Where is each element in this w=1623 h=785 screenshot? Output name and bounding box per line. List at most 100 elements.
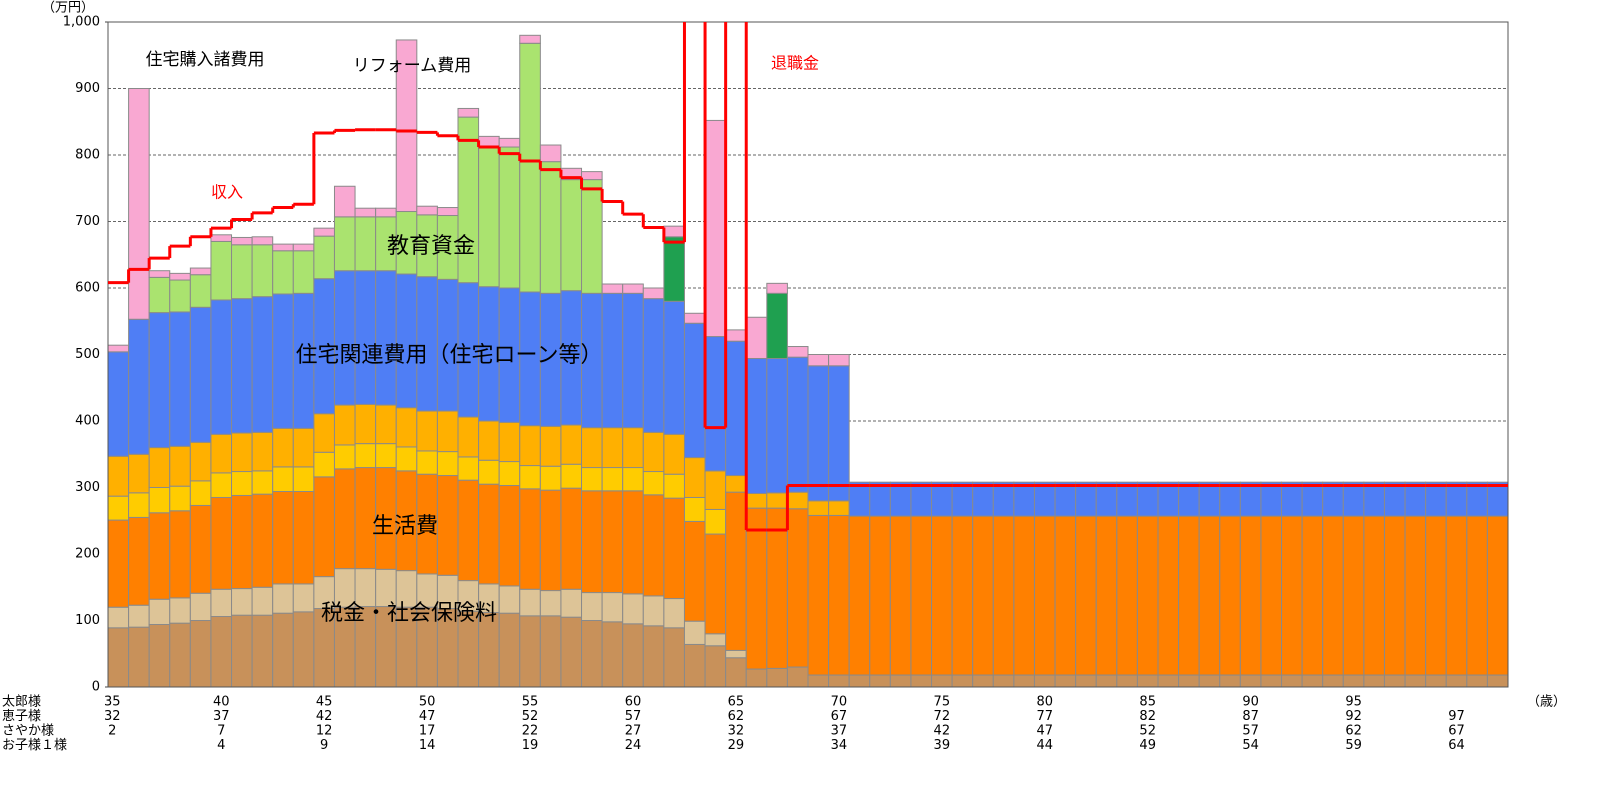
bar-segment <box>148 487 171 514</box>
bar-segment <box>601 427 624 469</box>
bar-segment <box>1198 481 1221 517</box>
bar-segment <box>725 329 747 342</box>
x-tick-label: 80 <box>1036 695 1053 710</box>
bar-segment <box>1054 515 1077 676</box>
x-tick-label: 55 <box>522 695 539 710</box>
bar-segment <box>498 612 521 688</box>
bar-segment <box>581 467 603 492</box>
x-tick-label: 42 <box>316 709 333 724</box>
y-tick-label: 600 <box>75 281 100 296</box>
annotation: リフォーム費用 <box>353 56 472 76</box>
bar-segment <box>354 403 377 445</box>
bar-segment <box>128 516 150 606</box>
x-tick-label: 2 <box>108 724 116 739</box>
y-tick-label: 500 <box>75 347 100 362</box>
bar-segment <box>148 512 171 600</box>
bar-segment <box>1486 674 1509 688</box>
bar-segment <box>869 481 891 517</box>
bar-segment <box>1363 515 1385 676</box>
bar-segment <box>889 515 912 676</box>
x-unit: （歳） <box>1527 695 1566 710</box>
bar-segment <box>416 205 438 216</box>
bar-segment <box>189 592 212 621</box>
bar-segment <box>704 645 727 688</box>
bar-segment <box>910 674 933 688</box>
bar-segment <box>1219 674 1241 688</box>
x-row-name: 太郎様 <box>2 695 41 710</box>
bar-segment <box>1342 481 1365 517</box>
bar-segment <box>354 443 377 469</box>
bar-segment <box>519 588 541 617</box>
bar-segment <box>992 481 1015 517</box>
bar-segment <box>992 515 1015 676</box>
x-tick-label: 85 <box>1139 695 1156 710</box>
bar-segment <box>498 146 521 289</box>
bar-segment <box>642 494 665 597</box>
x-row-name: 恵子様 <box>2 709 41 724</box>
bar-segment <box>972 515 994 676</box>
bar-segment <box>1033 481 1056 517</box>
annotation: 教育資金 <box>387 234 475 259</box>
bar-segment <box>128 88 150 320</box>
bar-segment <box>1486 515 1509 676</box>
bar-segment <box>189 267 212 276</box>
bar-segment <box>663 497 685 600</box>
annotation: 生活費 <box>372 514 438 539</box>
bar-segment <box>189 306 212 443</box>
bar-segment <box>210 496 233 590</box>
bar-segment <box>107 455 130 497</box>
bar-segment <box>931 481 953 517</box>
bar-segment <box>169 597 191 624</box>
bar-segment <box>292 427 315 468</box>
bar-segment <box>498 421 521 463</box>
bar-segment <box>395 39 418 213</box>
y-unit: （万円） <box>42 1 94 16</box>
bar-segment <box>683 496 706 522</box>
income-line <box>108 22 1508 532</box>
bar-segment <box>128 453 150 494</box>
x-tick-label: 37 <box>831 724 848 739</box>
bar-segment <box>786 666 809 688</box>
bar-segment <box>107 351 130 457</box>
bar-segment <box>478 459 500 485</box>
bar-segment <box>642 625 665 688</box>
bar-segment <box>683 520 706 622</box>
bar-segment <box>828 514 850 676</box>
x-row-name: お子様１様 <box>2 738 67 753</box>
bar-segment <box>354 270 377 405</box>
bar-segment <box>436 475 459 576</box>
bar-segment <box>375 404 397 445</box>
bar-segment <box>231 298 253 434</box>
bar-segment <box>498 485 521 587</box>
y-tick-label: 700 <box>75 214 100 229</box>
bar-segment <box>807 354 830 367</box>
bar-segment <box>189 620 212 688</box>
x-tick-label: 65 <box>728 695 745 710</box>
x-tick-label: 4 <box>217 738 225 753</box>
bar-segment <box>560 487 583 590</box>
bar-segment <box>704 508 727 535</box>
bar-segment <box>601 283 624 294</box>
bar-segment <box>128 626 150 688</box>
annotation: 税金・社会保険料 <box>321 601 497 626</box>
bar-segment <box>1342 515 1365 676</box>
bar-segment <box>745 357 768 494</box>
bar-segment <box>1466 515 1488 676</box>
bar-segment <box>210 299 233 435</box>
bar-segment <box>1425 674 1447 688</box>
bar-segment <box>663 236 685 302</box>
bar-segment <box>766 492 788 509</box>
bar-segment <box>148 447 171 489</box>
bar-segment <box>210 472 233 498</box>
bar-segment <box>889 674 912 688</box>
bar-segment <box>457 107 480 118</box>
bar-segment <box>1116 674 1138 688</box>
x-tick-label: 47 <box>419 709 436 724</box>
bar-segment <box>1383 481 1406 517</box>
bar-segment <box>333 468 356 570</box>
bar-segment <box>869 674 891 688</box>
bar-segment <box>766 507 788 669</box>
bar-segment <box>189 504 212 594</box>
bar-segment <box>1363 674 1385 688</box>
bar-segment <box>1404 674 1427 688</box>
